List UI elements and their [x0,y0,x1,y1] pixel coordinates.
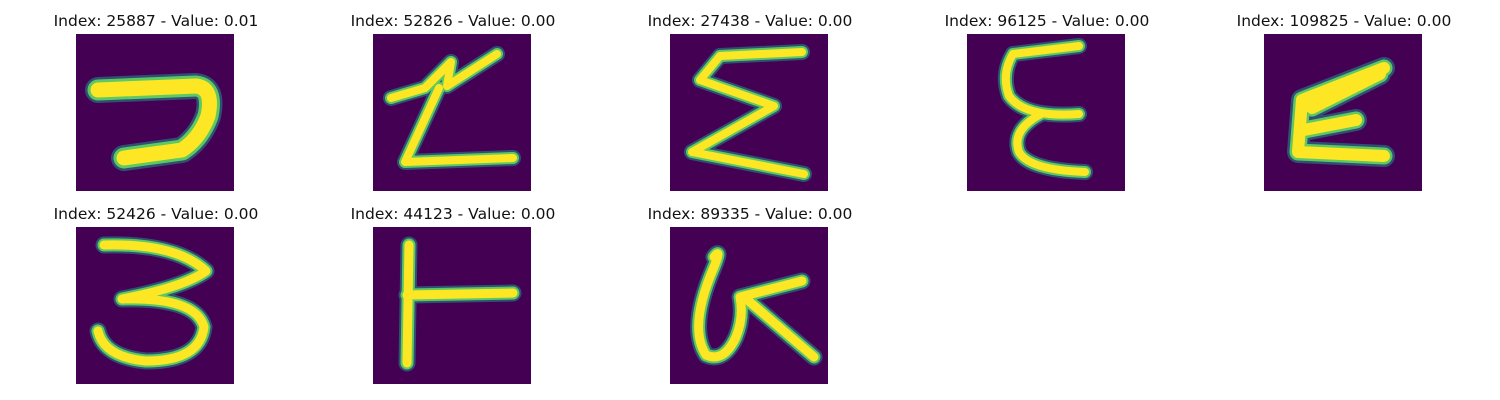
sample-image [76,34,234,191]
sample-image [967,34,1125,191]
sample-title: Index: 89335 - Value: 0.00 [647,205,853,223]
sample-title: Index: 52826 - Value: 0.00 [350,12,556,30]
sample-panel: Index: 44123 - Value: 0.00 [303,203,603,393]
sample-image [373,227,531,384]
sample-title: Index: 52426 - Value: 0.00 [53,205,259,223]
sample-image [373,34,531,191]
sample-panel: Index: 52426 - Value: 0.00 [6,203,306,393]
sample-title: Index: 27438 - Value: 0.00 [647,12,853,30]
sample-title: Index: 96125 - Value: 0.00 [944,12,1150,30]
sample-title: Index: 25887 - Value: 0.01 [53,12,259,30]
sample-image [670,34,828,191]
sample-panel: Index: 109825 - Value: 0.00 [1194,10,1494,200]
sample-image [76,227,234,384]
sample-panel: Index: 52826 - Value: 0.00 [303,10,603,200]
sample-panel: Index: 96125 - Value: 0.00 [897,10,1197,200]
sample-panel: Index: 89335 - Value: 0.00 [600,203,900,393]
sample-image [1264,34,1422,191]
sample-title: Index: 109825 - Value: 0.00 [1236,12,1452,30]
sample-title: Index: 44123 - Value: 0.00 [350,205,556,223]
sample-image [670,227,828,384]
sample-panel: Index: 25887 - Value: 0.01 [6,10,306,200]
sample-panel: Index: 27438 - Value: 0.00 [600,10,900,200]
